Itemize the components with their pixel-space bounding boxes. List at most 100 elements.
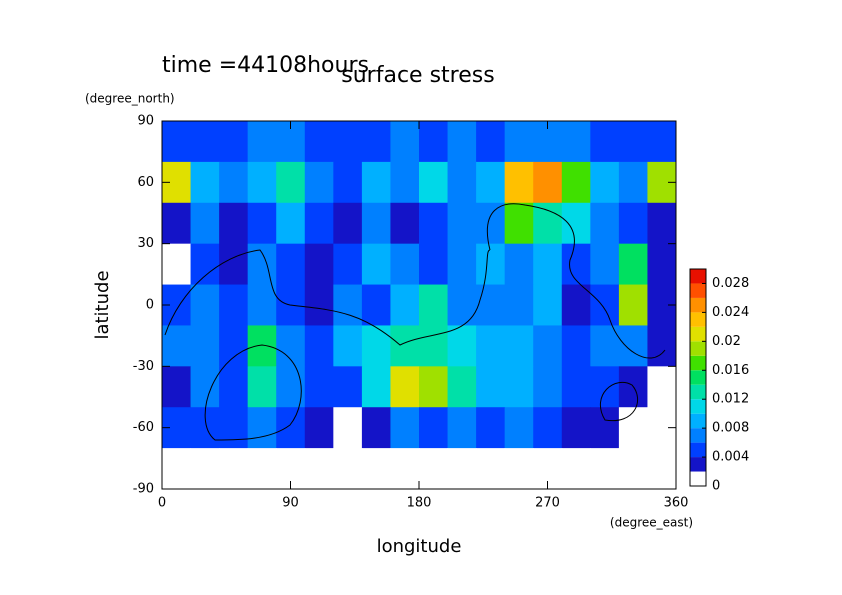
field-cell: [276, 161, 306, 204]
field-cell: [219, 161, 249, 204]
field-cell: [361, 202, 391, 245]
field-cell: [361, 325, 391, 367]
field-cell: [590, 161, 620, 204]
field-cell: [361, 161, 391, 204]
field-cell: [390, 325, 420, 367]
field-cell: [419, 448, 449, 490]
field-cell: [618, 407, 648, 449]
field-cell: [219, 202, 249, 245]
field-cell: [476, 366, 506, 408]
y-tick-label: -30: [133, 359, 154, 374]
colorbar-swatch: [690, 341, 706, 356]
field-cell: [190, 121, 220, 163]
colorbar-swatch: [690, 399, 706, 414]
x-tick-label: 0: [158, 496, 166, 511]
field-cell: [247, 202, 277, 245]
colorbar-swatch: [690, 442, 706, 458]
field-cell: [476, 121, 506, 163]
field-cell: [333, 243, 363, 286]
field-cell: [247, 161, 277, 204]
x-tick-label: 360: [664, 496, 689, 511]
field-cell: [304, 161, 334, 204]
chart-subtitle: time =44108hours: [162, 53, 369, 78]
field-cell: [333, 407, 363, 449]
field-cell: [361, 243, 391, 286]
colorbar-frame: [689, 268, 707, 487]
field-cell: [247, 448, 277, 490]
field-cell: [419, 202, 449, 245]
y-unit: (degree_north): [85, 92, 175, 106]
field-cell: [561, 243, 591, 286]
field-cell: [219, 121, 249, 163]
colorbar-tick-label: 0.016: [712, 363, 749, 378]
field-cell: [361, 407, 391, 449]
field-cell: [304, 243, 334, 286]
field-cell: [390, 161, 420, 204]
field-cell: [190, 161, 220, 204]
field-cell: [276, 243, 306, 286]
field-cell: [561, 121, 591, 163]
field-cell: [590, 325, 620, 367]
field-cell: [219, 366, 249, 408]
field-cell: [618, 121, 648, 163]
field-cell: [647, 202, 677, 245]
field-cell: [447, 325, 477, 367]
field-cell: [419, 161, 449, 204]
field-cell: [190, 448, 220, 490]
field-cell: [504, 121, 534, 163]
field-cell: [590, 366, 620, 408]
colorbar-swatch: [690, 384, 706, 400]
field-cell: [533, 366, 563, 408]
field-cell: [476, 202, 506, 245]
field-cell: [390, 243, 420, 286]
field-cell: [162, 202, 192, 245]
field-cell: [590, 202, 620, 245]
colorbar-tick-label: 0.024: [712, 305, 749, 320]
colorbar-swatch: [690, 428, 706, 443]
field-cell: [561, 202, 591, 245]
field-cell: [476, 161, 506, 204]
field-cell: [476, 448, 506, 490]
colorbar-swatch: [690, 457, 706, 472]
field-cell: [476, 243, 506, 286]
field-cell: [304, 121, 334, 163]
y-tick-label: 60: [137, 175, 154, 190]
field-cell: [618, 448, 648, 490]
colorbar-swatch: [690, 312, 706, 327]
colorbar-tick-label: 0.028: [712, 276, 749, 291]
field-cell: [276, 407, 306, 449]
field-cell: [561, 161, 591, 204]
field-cell: [590, 448, 620, 490]
colorbar-swatch: [690, 355, 706, 371]
field-cell: [276, 202, 306, 245]
colorbar-tick-label: 0.008: [712, 421, 749, 436]
x-axis-label: longitude: [377, 536, 462, 557]
field-cell: [162, 243, 192, 286]
field-cell: [276, 325, 306, 367]
coastlines: [164, 203, 666, 441]
field-cell: [533, 161, 563, 204]
field-cell: [247, 284, 277, 326]
y-tick-label: -90: [133, 482, 154, 497]
field-cell: [533, 407, 563, 449]
colorbar-swatch: [690, 471, 706, 486]
field-cell: [190, 325, 220, 367]
field-cell: [419, 325, 449, 367]
field-cell: [561, 325, 591, 367]
field-cell: [476, 407, 506, 449]
colorbar-swatch: [690, 283, 706, 298]
y-tick-label: 30: [137, 236, 154, 251]
field-cell: [361, 121, 391, 163]
field-cell: [504, 243, 534, 286]
field-cell: [333, 161, 363, 204]
field-cell: [447, 448, 477, 490]
field-cell: [219, 284, 249, 326]
field-cell: [247, 407, 277, 449]
field-cell: [533, 284, 563, 326]
field-cell: [162, 121, 192, 163]
field: [162, 121, 677, 490]
y-tick-label: -60: [133, 420, 154, 435]
field-cell: [190, 366, 220, 408]
field-cell: [533, 202, 563, 245]
